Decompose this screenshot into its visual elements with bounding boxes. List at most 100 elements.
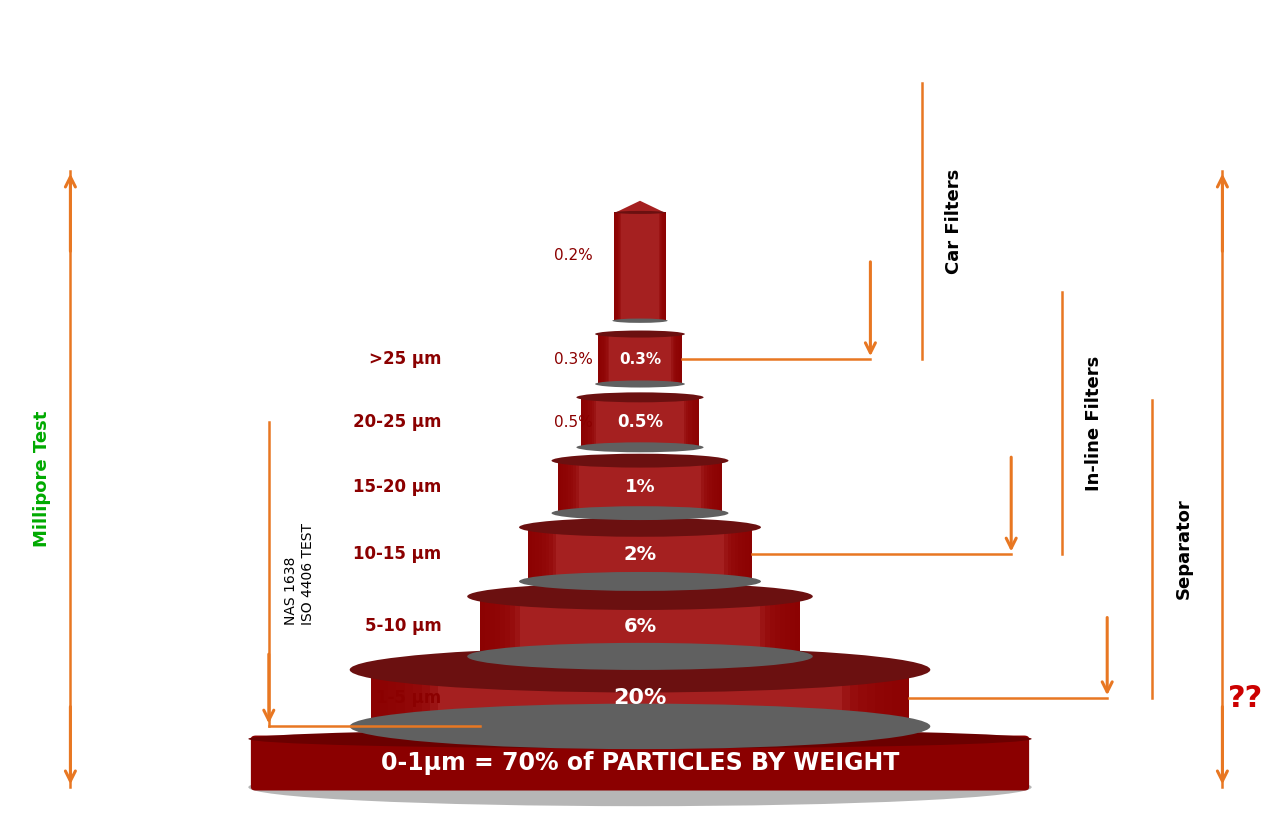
- Bar: [765, 596, 800, 656]
- Bar: [614, 212, 618, 321]
- Bar: [749, 527, 753, 581]
- Bar: [614, 212, 621, 321]
- Bar: [663, 212, 666, 321]
- Text: ??: ??: [1228, 684, 1263, 712]
- Bar: [687, 397, 699, 447]
- Text: 20-25 μm: 20-25 μm: [353, 413, 442, 431]
- Bar: [663, 212, 666, 321]
- Bar: [662, 212, 666, 321]
- Bar: [701, 461, 722, 513]
- Bar: [731, 527, 753, 581]
- FancyBboxPatch shape: [251, 736, 1029, 791]
- Ellipse shape: [467, 643, 813, 670]
- Bar: [581, 397, 590, 447]
- Bar: [480, 596, 485, 656]
- Bar: [614, 212, 617, 321]
- Bar: [529, 527, 535, 581]
- Bar: [741, 527, 753, 581]
- Bar: [558, 461, 563, 513]
- Bar: [480, 596, 500, 656]
- Ellipse shape: [349, 647, 931, 692]
- Bar: [712, 461, 722, 513]
- Text: Car Filters: Car Filters: [945, 168, 963, 274]
- Bar: [480, 596, 490, 656]
- Bar: [371, 670, 380, 726]
- Bar: [760, 596, 800, 656]
- Bar: [790, 596, 800, 656]
- Bar: [704, 461, 722, 513]
- Text: 0.3%: 0.3%: [554, 352, 593, 367]
- Bar: [709, 461, 722, 513]
- Text: NAS 1638
ISO 4406 TEST: NAS 1638 ISO 4406 TEST: [284, 523, 315, 626]
- Text: 2%: 2%: [623, 545, 657, 564]
- Bar: [842, 670, 909, 726]
- Bar: [780, 596, 800, 656]
- Bar: [529, 527, 539, 581]
- Bar: [694, 397, 699, 447]
- Ellipse shape: [248, 768, 1032, 806]
- Bar: [599, 334, 604, 384]
- Bar: [599, 334, 605, 384]
- Bar: [680, 334, 681, 384]
- Bar: [371, 670, 404, 726]
- Text: 10-15 μm: 10-15 μm: [353, 546, 442, 563]
- Bar: [558, 461, 722, 513]
- Ellipse shape: [248, 730, 1032, 748]
- Text: Millipore Test: Millipore Test: [33, 411, 51, 547]
- Bar: [558, 461, 576, 513]
- Ellipse shape: [520, 518, 760, 536]
- Text: 1-5 μm: 1-5 μm: [376, 689, 442, 707]
- Bar: [599, 334, 682, 384]
- Bar: [735, 527, 753, 581]
- Bar: [558, 461, 571, 513]
- Bar: [676, 334, 681, 384]
- Bar: [599, 334, 602, 384]
- Text: Separator: Separator: [1175, 499, 1193, 599]
- Bar: [714, 461, 722, 513]
- Bar: [850, 670, 909, 726]
- Bar: [558, 461, 573, 513]
- Bar: [480, 596, 509, 656]
- Ellipse shape: [612, 318, 668, 323]
- Bar: [480, 596, 515, 656]
- Bar: [599, 334, 608, 384]
- Bar: [690, 397, 699, 447]
- Ellipse shape: [349, 704, 931, 749]
- Bar: [529, 527, 541, 581]
- Bar: [883, 670, 909, 726]
- Bar: [785, 596, 800, 656]
- Polygon shape: [616, 201, 664, 212]
- Ellipse shape: [595, 381, 685, 387]
- Bar: [685, 397, 699, 447]
- Bar: [691, 397, 699, 447]
- Bar: [614, 212, 616, 321]
- Bar: [900, 670, 909, 726]
- Text: 20%: 20%: [613, 688, 667, 708]
- Bar: [892, 670, 909, 726]
- Bar: [739, 527, 753, 581]
- Bar: [660, 212, 666, 321]
- Bar: [480, 596, 495, 656]
- Bar: [599, 334, 600, 384]
- Text: 0.5%: 0.5%: [617, 413, 663, 431]
- Ellipse shape: [576, 392, 704, 402]
- Bar: [371, 670, 438, 726]
- Bar: [707, 461, 722, 513]
- Bar: [771, 596, 800, 656]
- Bar: [719, 461, 722, 513]
- Bar: [371, 670, 413, 726]
- Bar: [599, 334, 603, 384]
- Text: 1%: 1%: [625, 478, 655, 496]
- Text: 5-10 μm: 5-10 μm: [365, 617, 442, 636]
- Bar: [745, 527, 753, 581]
- Bar: [660, 212, 666, 321]
- Bar: [581, 397, 594, 447]
- Bar: [581, 397, 585, 447]
- Bar: [686, 397, 699, 447]
- Bar: [371, 670, 388, 726]
- Bar: [371, 670, 909, 726]
- Bar: [795, 596, 800, 656]
- Bar: [599, 334, 607, 384]
- Bar: [876, 670, 909, 726]
- Bar: [558, 461, 568, 513]
